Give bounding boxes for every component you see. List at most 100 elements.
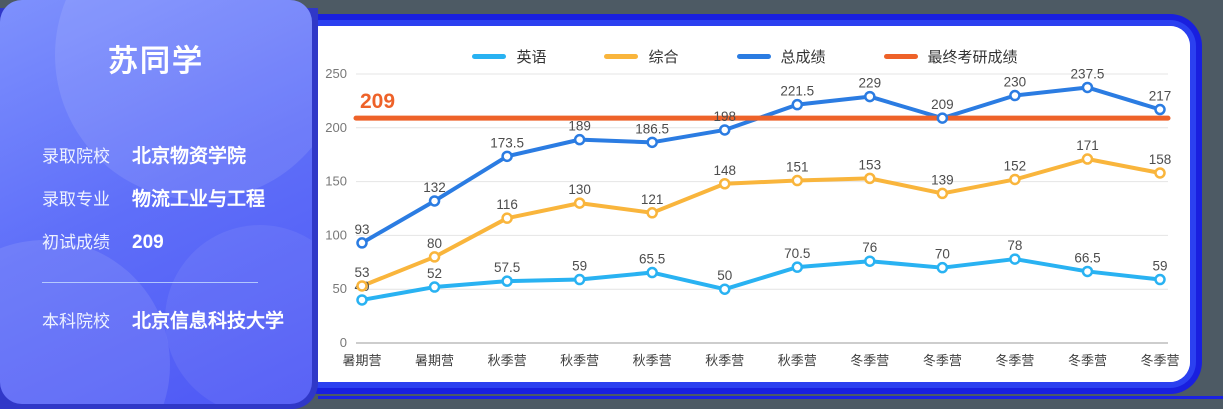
info-value: 北京信息科技大学 xyxy=(132,311,285,332)
data-point-marker xyxy=(428,251,441,263)
data-point-marker xyxy=(718,124,731,136)
legend-item-0[interactable]: 英语 xyxy=(472,46,546,67)
data-point-marker xyxy=(356,237,368,249)
y-axis-tick-label: 0 xyxy=(340,335,347,350)
data-point-marker xyxy=(864,255,876,267)
info-row-initial-score: 初试成绩 209 xyxy=(42,228,312,256)
legend-label: 英语 xyxy=(516,49,547,66)
data-point-marker xyxy=(1081,81,1094,94)
data-point-label: 221.5 xyxy=(780,84,814,99)
data-point-label: 229 xyxy=(859,76,882,91)
bottom-deco-stripe xyxy=(318,396,1223,399)
data-point-label: 59 xyxy=(572,259,587,274)
x-axis-category-label: 冬季营 xyxy=(850,353,889,368)
data-point-label: 198 xyxy=(713,109,736,124)
data-point-marker xyxy=(1154,167,1166,179)
info-value: 物流工业与工程 xyxy=(132,189,266,210)
data-point-label: 52 xyxy=(427,266,442,281)
legend-label: 总成绩 xyxy=(780,49,826,66)
data-point-label: 121 xyxy=(641,192,664,207)
x-axis-category-label: 冬季营 xyxy=(995,353,1034,368)
info-value: 北京物资学院 xyxy=(132,146,247,167)
data-point-marker xyxy=(573,197,586,209)
data-point-label: 57.5 xyxy=(494,260,520,275)
info-row-admitted-major: 录取专业 物流工业与工程 xyxy=(42,185,312,213)
sidebar-divider xyxy=(42,282,258,283)
info-row-admitted-school: 录取院校 北京物资学院 xyxy=(42,142,312,170)
data-point-label: 93 xyxy=(354,222,369,237)
data-point-label: 78 xyxy=(1007,238,1022,253)
data-point-marker xyxy=(1009,89,1021,102)
x-axis-category-label: 冬季营 xyxy=(923,353,962,368)
x-axis-category-label: 暑期营 xyxy=(415,353,454,368)
series-line-总成绩 xyxy=(360,85,1162,245)
student-name: 苏同学 xyxy=(108,45,204,78)
data-point-marker xyxy=(936,187,949,200)
data-point-label: 70.5 xyxy=(784,246,810,261)
data-point-marker xyxy=(1154,273,1166,286)
data-point-label: 66.5 xyxy=(1074,250,1100,265)
data-point-label: 132 xyxy=(423,180,446,195)
data-point-marker xyxy=(1009,173,1021,186)
data-point-marker xyxy=(428,281,441,293)
data-point-label: 158 xyxy=(1149,152,1172,167)
sidebar-content: 苏同学 录取院校 北京物资学院 录取专业 物流工业与工程 初试成绩 209 本科… xyxy=(0,0,312,335)
data-point-marker xyxy=(936,261,949,274)
x-axis-category-label: 秋季营 xyxy=(488,353,527,368)
data-point-label: 70 xyxy=(935,247,950,262)
reference-line-label: 209 xyxy=(360,90,395,113)
legend-item-1[interactable]: 综合 xyxy=(604,46,679,67)
data-point-marker xyxy=(573,273,586,286)
data-point-marker xyxy=(501,150,513,163)
x-axis-category-label: 冬季营 xyxy=(1140,353,1179,368)
data-point-marker xyxy=(864,90,876,103)
data-point-marker xyxy=(573,133,586,146)
info-value: 209 xyxy=(132,232,164,253)
data-point-marker xyxy=(1154,103,1166,116)
legend-swatch-icon xyxy=(736,54,771,59)
score-trend-line-chart: 0 50 100 150 200 250 暑期营 暑期营 秋季营 秋季营 秋季营 秋季营 秋季营 冬季营 冬… xyxy=(325,66,1179,368)
data-point-label: 139 xyxy=(931,172,954,187)
info-label: 录取院校 xyxy=(42,147,110,166)
legend-item-2[interactable]: 总成绩 xyxy=(736,46,826,67)
data-point-marker xyxy=(501,275,513,287)
legend-label: 最终考研成绩 xyxy=(927,49,1018,66)
data-point-marker xyxy=(356,294,368,306)
data-point-label: 217 xyxy=(1149,89,1172,104)
data-point-label: 130 xyxy=(568,182,591,197)
info-label: 录取专业 xyxy=(42,190,110,209)
data-point-label: 173.5 xyxy=(490,135,524,150)
x-axis-category-label: 秋季营 xyxy=(560,353,599,368)
data-point-marker xyxy=(501,212,513,224)
data-point-label: 65.5 xyxy=(639,252,665,267)
data-point-marker xyxy=(791,261,804,273)
data-point-marker xyxy=(718,283,731,295)
legend-label: 综合 xyxy=(648,49,679,66)
data-point-label: 237.5 xyxy=(1071,66,1105,81)
info-row-undergrad-school: 本科院校 北京信息科技大学 xyxy=(42,307,312,335)
data-point-marker xyxy=(791,174,804,187)
data-point-marker xyxy=(646,266,658,279)
chart-card-frame: 英语 综合 总成绩 最终考研成绩 0 50 100 150 200 250 暑期营 暑期营 秋季营 秋季… xyxy=(300,26,1190,382)
data-point-label: 189 xyxy=(568,119,591,134)
data-point-marker xyxy=(356,280,368,292)
data-point-label: 80 xyxy=(427,236,442,251)
y-axis-tick-label: 100 xyxy=(325,227,347,242)
data-point-marker xyxy=(864,172,876,185)
data-point-marker xyxy=(646,136,658,149)
data-point-marker xyxy=(646,207,658,219)
data-point-label: 152 xyxy=(1004,158,1027,173)
data-point-marker xyxy=(1081,153,1094,165)
data-point-label: 148 xyxy=(713,163,736,178)
x-axis-category-label: 秋季营 xyxy=(778,353,817,368)
legend-swatch-icon xyxy=(472,54,507,59)
y-axis-tick-label: 50 xyxy=(333,281,347,296)
data-point-label: 151 xyxy=(786,160,809,175)
data-point-label: 59 xyxy=(1152,259,1167,274)
legend-item-3[interactable]: 最终考研成绩 xyxy=(883,46,1018,67)
info-label: 本科院校 xyxy=(42,312,110,331)
info-label: 初试成绩 xyxy=(42,233,110,252)
data-point-label: 209 xyxy=(931,97,954,112)
data-point-label: 186.5 xyxy=(635,121,669,136)
